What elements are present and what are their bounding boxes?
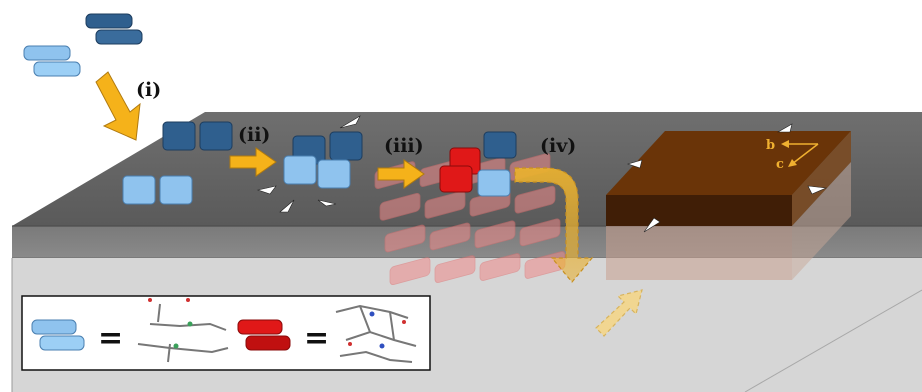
step-iv-label: (iv) bbox=[540, 135, 576, 157]
crystal-side bbox=[792, 131, 851, 226]
dark-dimer bbox=[85, 13, 143, 45]
molecular-structure-2 bbox=[335, 304, 417, 363]
adsorbed-dimers bbox=[122, 121, 233, 205]
molecular-structure-1 bbox=[137, 298, 229, 363]
step-iii-label: (iii) bbox=[384, 135, 424, 157]
diffusing-dimers bbox=[256, 115, 363, 213]
crystal-front bbox=[606, 195, 792, 226]
legend-red-dimer bbox=[237, 319, 291, 351]
step-i-label: (i) bbox=[136, 79, 161, 101]
dashed-arrow-down bbox=[514, 167, 594, 283]
arrow-ii bbox=[229, 147, 277, 177]
nucleus-dimers bbox=[439, 131, 517, 197]
legend-equals-1: = bbox=[98, 321, 123, 356]
light-dimer bbox=[23, 45, 81, 77]
step-ii-label: (ii) bbox=[238, 124, 270, 146]
surface-crystal: b c bbox=[606, 123, 851, 280]
legend-box: = = bbox=[21, 295, 431, 371]
crystal-below-surface bbox=[606, 226, 792, 280]
legend-blue-dimer bbox=[31, 319, 85, 351]
legend-equals-2: = bbox=[304, 321, 329, 356]
solution-dimers bbox=[23, 13, 143, 77]
axis-c-label: c bbox=[776, 157, 784, 172]
arrow-iii bbox=[377, 159, 425, 189]
dashed-arrow-up bbox=[595, 289, 643, 337]
axis-b-label: b bbox=[766, 138, 775, 153]
crystal-top bbox=[606, 131, 851, 195]
arrow-i bbox=[95, 71, 141, 141]
